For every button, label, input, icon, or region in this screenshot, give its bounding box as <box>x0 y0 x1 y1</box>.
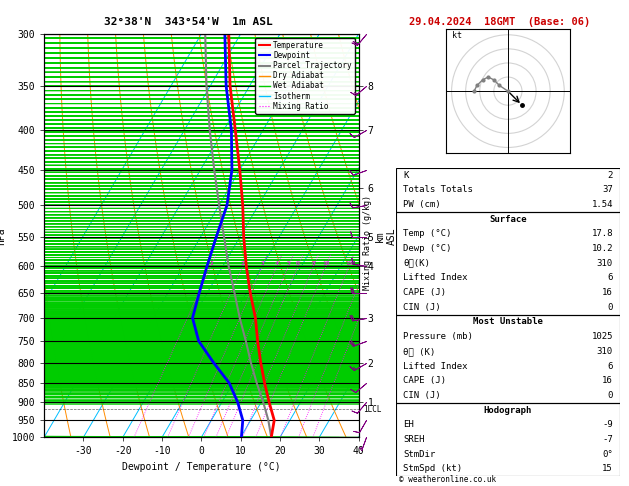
Text: θᴇ (K): θᴇ (K) <box>403 347 435 356</box>
Text: © weatheronline.co.uk: © weatheronline.co.uk <box>399 474 496 484</box>
Text: Lifted Index: Lifted Index <box>403 274 467 282</box>
Text: -7: -7 <box>602 435 613 444</box>
Text: Mixing Ratio (g/kg): Mixing Ratio (g/kg) <box>364 195 372 291</box>
Text: Totals Totals: Totals Totals <box>403 185 473 194</box>
Text: 4: 4 <box>275 261 279 266</box>
Text: Lifted Index: Lifted Index <box>403 362 467 370</box>
Text: 0°: 0° <box>602 450 613 459</box>
Text: 1LCL: 1LCL <box>363 405 381 414</box>
Text: 17.8: 17.8 <box>591 229 613 238</box>
Text: CAPE (J): CAPE (J) <box>403 376 446 385</box>
Text: CAPE (J): CAPE (J) <box>403 288 446 297</box>
Text: Dewp (°C): Dewp (°C) <box>403 244 452 253</box>
Text: θᴇ(K): θᴇ(K) <box>403 259 430 268</box>
Bar <box>396 314 620 403</box>
Text: SREH: SREH <box>403 435 425 444</box>
Text: 1: 1 <box>209 261 213 266</box>
Text: 2: 2 <box>608 171 613 179</box>
Legend: Temperature, Dewpoint, Parcel Trajectory, Dry Adiabat, Wet Adiabat, Isotherm, Mi: Temperature, Dewpoint, Parcel Trajectory… <box>255 38 355 114</box>
Text: 310: 310 <box>597 347 613 356</box>
Text: 5: 5 <box>286 261 290 266</box>
Text: 3: 3 <box>260 261 264 266</box>
X-axis label: Dewpoint / Temperature (°C): Dewpoint / Temperature (°C) <box>122 462 281 472</box>
Text: 0: 0 <box>608 391 613 400</box>
Text: 0: 0 <box>608 303 613 312</box>
Text: 10: 10 <box>322 261 330 266</box>
Text: StmDir: StmDir <box>403 450 435 459</box>
Bar <box>396 168 620 212</box>
Text: CIN (J): CIN (J) <box>403 391 440 400</box>
Text: 6: 6 <box>608 274 613 282</box>
Text: 1.54: 1.54 <box>591 200 613 209</box>
Text: Surface: Surface <box>489 215 526 224</box>
Text: Hodograph: Hodograph <box>484 406 532 415</box>
Text: StmSpd (kt): StmSpd (kt) <box>403 465 462 473</box>
Text: 8: 8 <box>311 261 315 266</box>
Text: Most Unstable: Most Unstable <box>473 317 543 327</box>
Text: 1025: 1025 <box>591 332 613 341</box>
Text: Pressure (mb): Pressure (mb) <box>403 332 473 341</box>
Y-axis label: km
ASL: km ASL <box>375 227 396 244</box>
Text: 15: 15 <box>602 465 613 473</box>
Bar <box>396 403 620 476</box>
Bar <box>396 212 620 314</box>
Text: 310: 310 <box>597 259 613 268</box>
Text: CIN (J): CIN (J) <box>403 303 440 312</box>
Text: EH: EH <box>403 420 414 429</box>
Text: -9: -9 <box>602 420 613 429</box>
Text: 10.2: 10.2 <box>591 244 613 253</box>
Text: 32°38'N  343°54'W  1m ASL: 32°38'N 343°54'W 1m ASL <box>104 17 273 27</box>
Text: 16: 16 <box>602 376 613 385</box>
Text: K: K <box>403 171 408 179</box>
Text: 6: 6 <box>296 261 300 266</box>
Text: PW (cm): PW (cm) <box>403 200 440 209</box>
Text: 2: 2 <box>241 261 245 266</box>
Text: 16: 16 <box>602 288 613 297</box>
Text: 6: 6 <box>608 362 613 370</box>
Text: 15: 15 <box>345 261 353 266</box>
Text: Temp (°C): Temp (°C) <box>403 229 452 238</box>
Text: 29.04.2024  18GMT  (Base: 06): 29.04.2024 18GMT (Base: 06) <box>409 17 591 27</box>
Y-axis label: hPa: hPa <box>0 227 6 244</box>
Text: 37: 37 <box>602 185 613 194</box>
Text: kt: kt <box>452 31 462 40</box>
